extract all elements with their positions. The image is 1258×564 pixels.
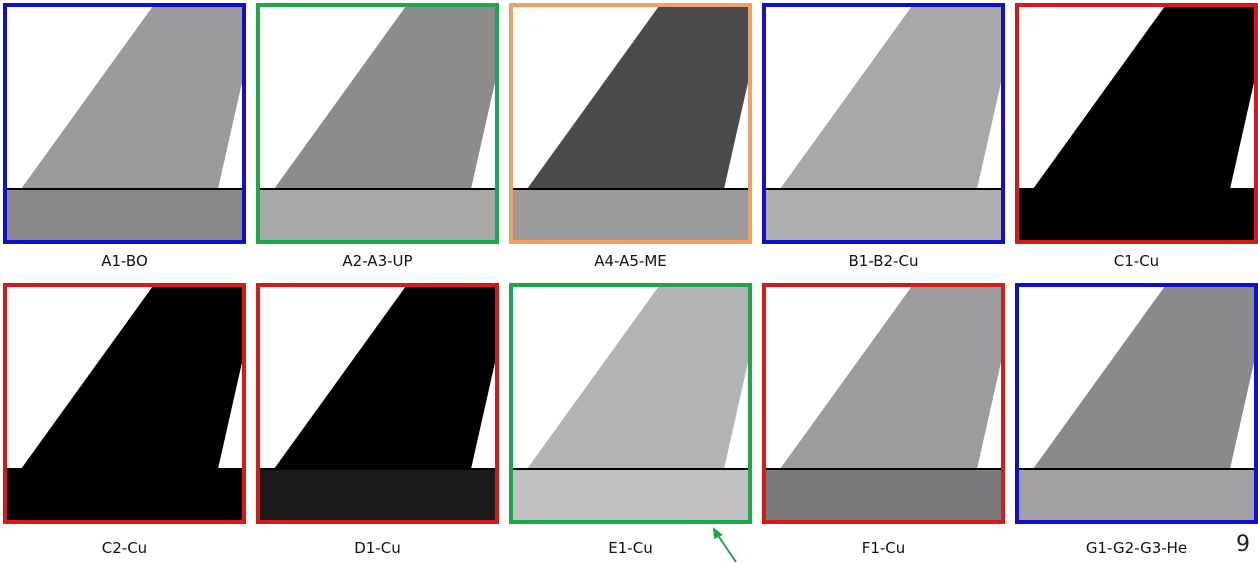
- arrow-layer: [0, 0, 1258, 564]
- arrow: [717, 534, 736, 562]
- page: A1-BOA2-A3-UPA4-A5-MEB1-B2-CuC1-CuC2-CuD…: [0, 0, 1258, 564]
- arrow-head: [713, 527, 723, 539]
